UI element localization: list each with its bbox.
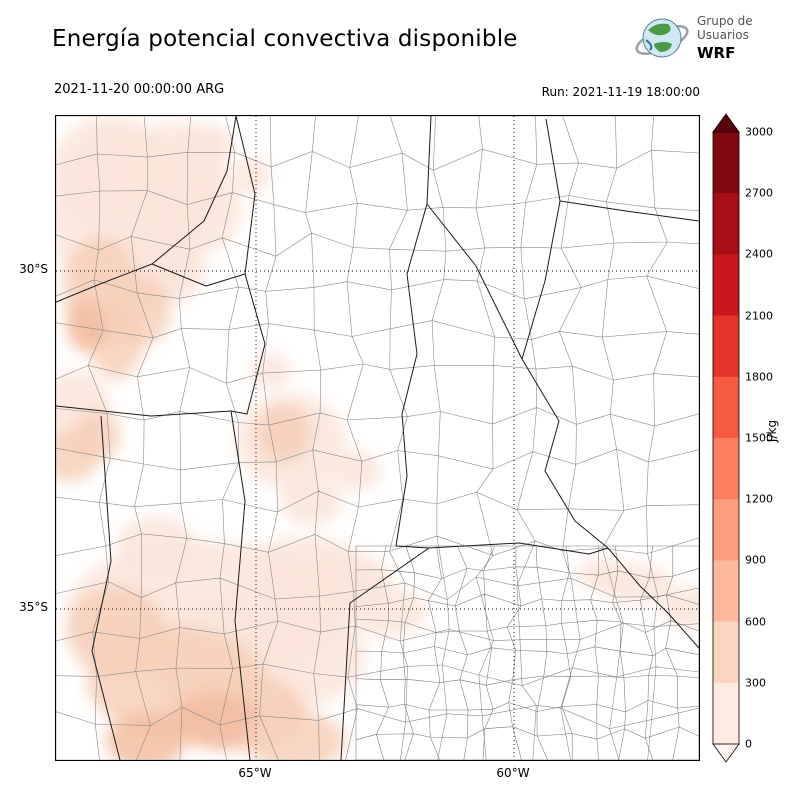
valid-time-label: 2021-11-20 00:00:00 ARG <box>54 82 225 97</box>
colorbar-tick-label: 2400 <box>745 247 773 261</box>
map-canvas <box>41 115 717 771</box>
colorbar-unit-label: J/kg <box>765 419 779 443</box>
lat-tick-30s: 30°S <box>19 262 48 276</box>
colorbar-tick-label: 1800 <box>745 370 773 384</box>
logo-text: Grupo de Usuarios WRF <box>697 14 753 63</box>
lat-tick-35s: 35°S <box>19 600 48 614</box>
lon-tick-60w: 60°W <box>496 766 530 780</box>
run-time-label: Run: 2021-11-19 18:00:00 <box>541 85 700 99</box>
colorbar-tick-label: 3000 <box>745 125 773 139</box>
colorbar-tick-label: 900 <box>745 553 766 567</box>
map-frame <box>41 115 717 771</box>
colorbar-tick-label: 2700 <box>745 186 773 200</box>
colorbar-tick-label: 0 <box>745 737 752 751</box>
colorbar <box>712 113 740 763</box>
logo-org-line2: Usuarios <box>697 28 749 43</box>
logo-wrf-label: WRF <box>697 43 736 62</box>
colorbar-tick-label: 600 <box>745 615 766 629</box>
page-title: Energía potencial convectiva disponible <box>52 26 518 52</box>
globe-icon <box>635 18 689 58</box>
colorbar-tick-label: 2100 <box>745 309 773 323</box>
lon-tick-65w: 65°W <box>238 766 272 780</box>
colorbar-tick-label: 1200 <box>745 492 773 506</box>
colorbar-tick-label: 300 <box>745 676 766 690</box>
wrf-logo: Grupo de Usuarios WRF <box>634 10 753 66</box>
logo-org-line1: Grupo de <box>697 13 753 28</box>
